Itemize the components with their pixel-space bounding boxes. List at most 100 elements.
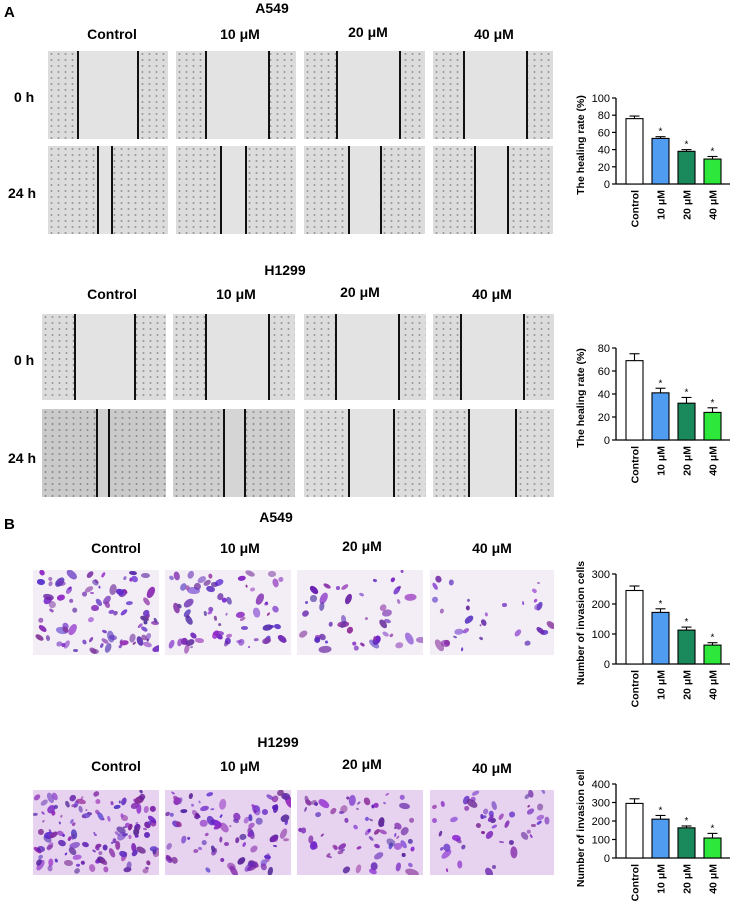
col-label-control: Control <box>91 540 141 556</box>
col-label-10um: 10 μM <box>220 540 260 556</box>
stained-cell <box>143 831 151 839</box>
stained-cell <box>265 611 271 617</box>
stained-cell <box>322 581 332 590</box>
stained-cell <box>338 810 344 815</box>
stained-cell <box>297 628 309 639</box>
y-tick-label: 60 <box>598 366 610 378</box>
stained-cell <box>121 832 129 837</box>
stained-cell <box>395 861 402 871</box>
stained-cell <box>508 839 515 846</box>
stained-cell <box>524 641 532 647</box>
stained-cell <box>510 845 518 859</box>
stained-cell <box>36 578 46 585</box>
stained-cell <box>478 623 482 627</box>
stained-cell <box>40 811 45 816</box>
stained-cell <box>471 790 480 797</box>
stained-cell <box>237 575 246 582</box>
significance-mark: * <box>711 398 715 409</box>
h1299-wound-20um-0h <box>304 314 426 400</box>
stained-cell <box>490 800 498 811</box>
y-tick-label: 0 <box>604 179 610 191</box>
stained-cell <box>537 803 544 811</box>
stained-cell <box>90 604 99 612</box>
stained-cell <box>261 636 272 645</box>
stained-cell <box>247 646 251 649</box>
stained-cell <box>57 820 61 825</box>
y-tick-label: 40 <box>598 389 610 401</box>
h1299-wound-10um-24h <box>173 409 295 497</box>
a549-invasion-chart: Number of invasion cells 0 100 200 300 Contro… <box>575 561 730 707</box>
x-tick-label: 40 μM <box>708 446 720 476</box>
stained-cell <box>355 807 360 811</box>
stained-cell <box>498 812 505 821</box>
y-axis-label: Number of invasion cells <box>575 561 587 685</box>
stained-cell <box>452 635 457 639</box>
h1299-invasion-chart: Number of invasion cells 0 100 200 300 400 Con… <box>575 770 730 901</box>
stained-cell <box>484 612 489 618</box>
stained-cell <box>45 843 54 851</box>
col-label-40um: 40 μM <box>474 26 514 42</box>
h1299-invasion-10um <box>165 790 291 875</box>
stained-cell <box>267 866 274 875</box>
bar-0 <box>625 118 644 185</box>
y-tick-label: 60 <box>598 127 610 139</box>
stained-cell <box>400 570 404 573</box>
stained-cell <box>81 841 90 848</box>
stained-cell <box>229 825 232 828</box>
stained-cell <box>61 638 71 650</box>
stained-cell <box>342 864 352 875</box>
stained-cell <box>372 579 378 583</box>
stained-cell <box>317 601 325 612</box>
stained-cell <box>194 637 205 643</box>
stained-cell <box>38 570 46 577</box>
stained-cell <box>190 645 194 648</box>
x-tick-label: 10 μM <box>656 670 668 700</box>
stained-cell <box>445 867 449 872</box>
stained-cell <box>140 625 148 633</box>
stained-cell <box>498 840 504 844</box>
y-tick-label: 300 <box>592 798 610 810</box>
significance-mark: * <box>711 146 715 157</box>
stained-cell <box>255 816 265 826</box>
stained-cell <box>377 816 386 829</box>
stained-cell <box>526 804 531 808</box>
stained-cell <box>33 793 42 802</box>
stained-cell <box>249 587 256 593</box>
stained-cell <box>438 607 445 615</box>
stained-cell <box>465 605 471 612</box>
col-label-20um: 20 μM <box>342 538 382 554</box>
stained-cell <box>217 622 223 627</box>
a549-migration-title: A549 <box>255 0 289 16</box>
col-label-40um: 40 μM <box>472 540 512 556</box>
stained-cell <box>382 802 387 806</box>
stained-cell <box>448 579 455 587</box>
stained-cell <box>272 844 277 848</box>
stained-cell <box>166 842 174 851</box>
stained-cell <box>218 836 223 843</box>
stained-cell <box>187 792 194 800</box>
stained-cell <box>483 829 495 841</box>
h1299-wound-40um-24h <box>433 409 554 497</box>
stained-cell <box>358 592 365 598</box>
stained-cell <box>415 636 423 643</box>
stained-cell <box>526 807 536 816</box>
x-tick-label: Control <box>630 190 642 227</box>
stained-cell <box>544 816 551 825</box>
stained-cell <box>398 801 411 810</box>
stained-cell <box>372 851 385 862</box>
stained-cell <box>324 641 329 645</box>
stained-cell <box>98 857 109 867</box>
bar-2 <box>677 150 696 185</box>
h1299-healing-chart: The healing rate (%) 0 20 40 60 80 Control * 10 … <box>575 343 730 483</box>
stained-cell <box>122 575 128 581</box>
bar-0 <box>625 360 644 441</box>
stained-cell <box>399 793 405 800</box>
stained-cell <box>118 644 123 649</box>
y-axis-label: Number of invasion cells <box>575 770 587 887</box>
x-tick-label: Control <box>630 670 642 707</box>
row-label-24h: 24 h <box>8 185 37 201</box>
x-tick-label: Control <box>630 446 642 483</box>
stained-cell <box>186 835 191 841</box>
stained-cell <box>240 626 248 630</box>
stained-cell <box>531 823 536 828</box>
